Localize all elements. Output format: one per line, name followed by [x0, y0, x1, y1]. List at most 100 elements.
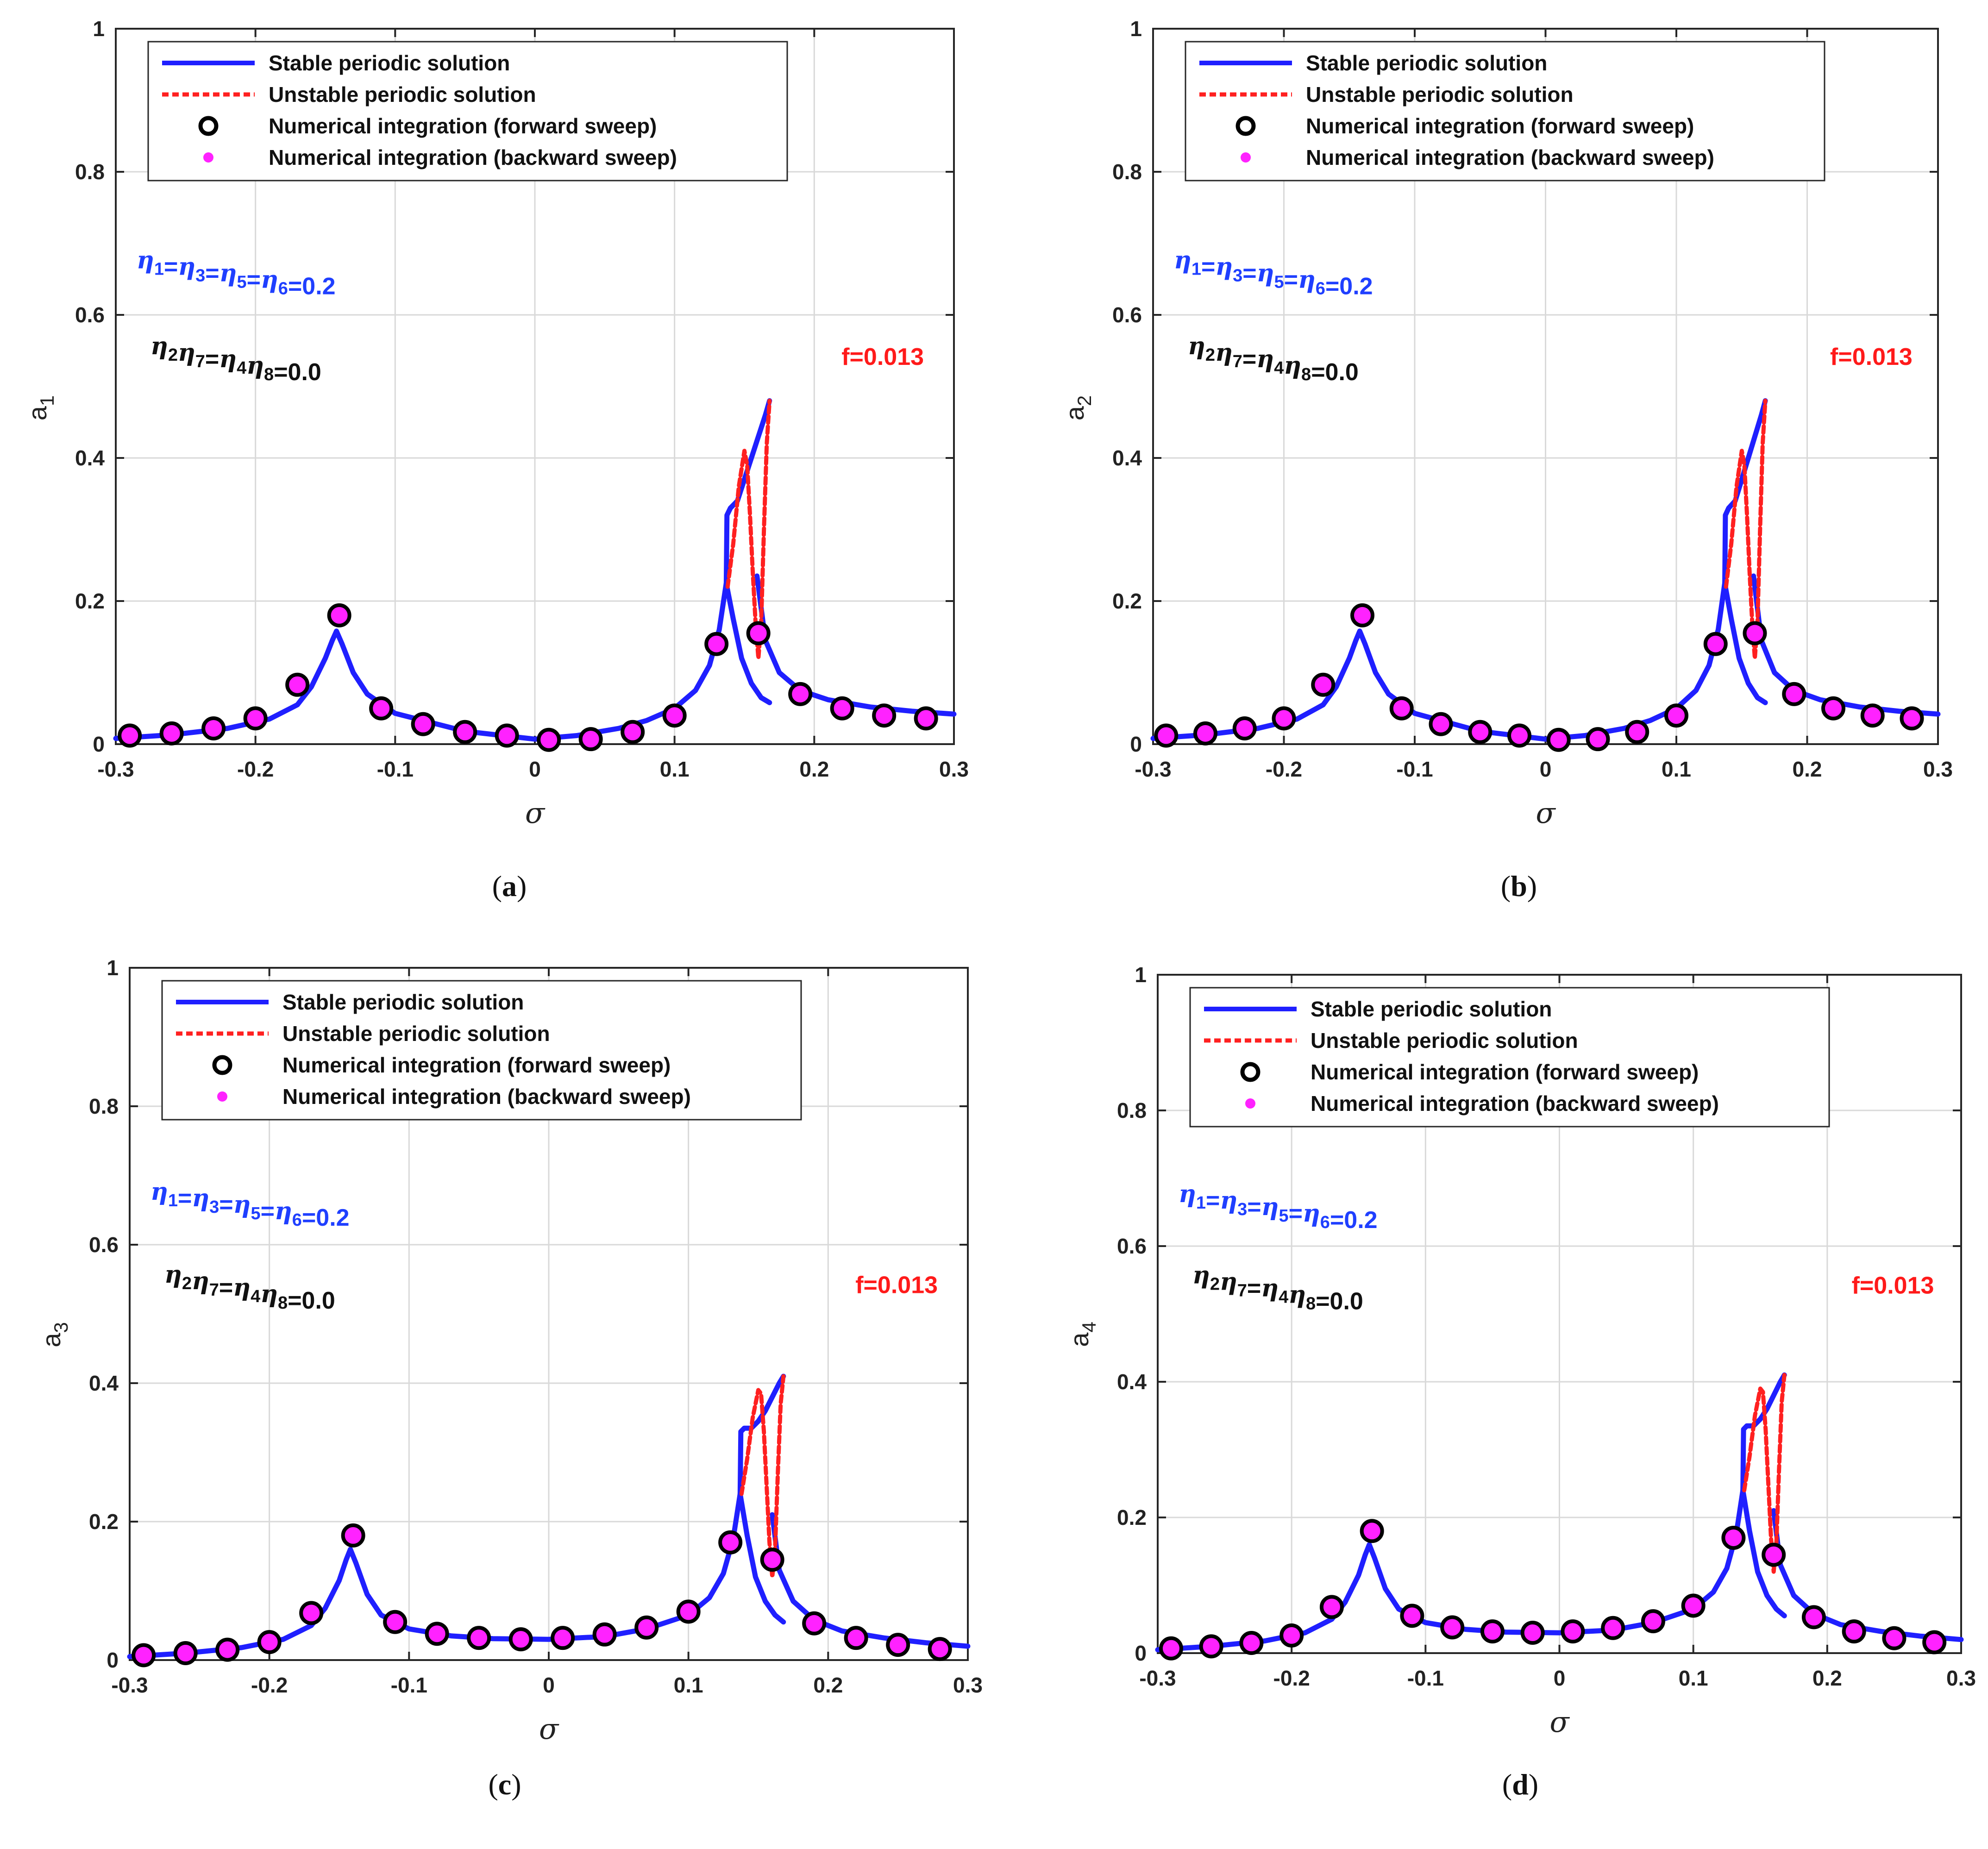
- numerical-integration-point: [1601, 1616, 1625, 1640]
- x-tick-label: -0.3: [1139, 1666, 1176, 1690]
- numerical-integration-point: [1520, 1621, 1545, 1645]
- x-axis-label: σ: [1549, 1705, 1570, 1739]
- x-tick-label: 0.3: [1946, 1666, 1976, 1690]
- numerical-integration-point: [872, 703, 897, 728]
- numerical-integration-point: [1440, 1615, 1465, 1640]
- x-tick-label: 0.2: [799, 757, 829, 781]
- x-tick-label: -0.3: [97, 757, 134, 781]
- numerical-integration-point: [495, 723, 519, 748]
- x-axis-label: σ: [525, 796, 546, 830]
- annotation-forcing: f=0.013: [855, 1272, 938, 1299]
- legend-backward-marker: [203, 152, 213, 163]
- annotation-eta-odd: η1=η3=η5=η6=0.2: [137, 246, 336, 300]
- x-tick-label: 0.3: [939, 757, 969, 781]
- numerical-integration-point: [1641, 1609, 1665, 1634]
- numerical-integration-point: [132, 1643, 156, 1667]
- legend-forward-marker: [212, 1055, 232, 1075]
- stable-solution-line: [1740, 1372, 1787, 1493]
- numerical-integration-point: [1480, 1619, 1505, 1644]
- panel-b: -0.3 -0.2 -0.1 0 0.1 0.2 0.3 0 0.2 0.4 0.6 0.8 1 σ a2 S…: [1060, 17, 1953, 903]
- x-tick-label: -0.3: [111, 1673, 148, 1697]
- numerical-integration-point: [159, 721, 184, 746]
- numerical-integration-point: [1546, 727, 1571, 752]
- annotation-eta-even: η2η7=η4η8=0.0: [151, 332, 321, 386]
- annotation-eta-odd: η1=η3=η5=η6=0.2: [151, 1178, 350, 1231]
- legend-label-forward: Numerical integration (forward sweep): [1311, 1060, 1699, 1084]
- numerical-integration-point: [467, 1626, 491, 1650]
- numerical-integration-point: [1199, 1634, 1223, 1659]
- numerical-integration-point: [1801, 1605, 1826, 1630]
- y-tick-label: 1: [93, 17, 105, 41]
- numerical-integration-point: [886, 1633, 910, 1657]
- numerical-integration-point: [1842, 1619, 1866, 1644]
- numerical-integration-point: [1586, 727, 1610, 752]
- legend-label-backward: Numerical integration (backward sweep): [269, 145, 677, 169]
- legend-label-unstable: Unstable periodic solution: [269, 82, 536, 107]
- numerical-integration-point: [285, 672, 310, 697]
- numerical-integration-point: [1507, 723, 1531, 748]
- legend-forward-marker: [1240, 1062, 1261, 1082]
- numerical-integration-point: [802, 1611, 827, 1636]
- annotation-eta-odd: η1=η3=η5=η6=0.2: [1174, 246, 1373, 300]
- unstable-solution-line: [1742, 1373, 1787, 1574]
- numerical-integration-point: [578, 727, 603, 752]
- y-axis-label: a1: [23, 395, 58, 421]
- x-tick-label: -0.2: [1273, 1666, 1310, 1690]
- legend-label-unstable: Unstable periodic solution: [1306, 82, 1574, 107]
- numerical-integration-point: [718, 1530, 743, 1554]
- legend-backward-marker: [1245, 1098, 1255, 1109]
- stable-solution-line: [1771, 1508, 1964, 1642]
- annotation-eta-even: η2η7=η4η8=0.0: [164, 1260, 335, 1314]
- stable-solution-line: [1751, 573, 1941, 717]
- y-tick-label: 0.6: [1112, 303, 1142, 327]
- x-tick-label: 0.3: [953, 1673, 983, 1697]
- numerical-integration-point: [621, 720, 645, 744]
- numerical-integration-point: [243, 706, 268, 731]
- numerical-integration-point: [1743, 621, 1767, 646]
- y-axis-label: a3: [37, 1322, 72, 1348]
- numerical-integration-point: [201, 716, 226, 741]
- numerical-integration-point: [425, 1622, 449, 1646]
- unstable-solution-line: [725, 398, 772, 661]
- numerical-integration-point: [1429, 712, 1453, 736]
- numerical-integration-point: [844, 1626, 868, 1650]
- y-tick-label: 0.2: [1117, 1505, 1147, 1529]
- y-tick-label: 0: [1130, 732, 1142, 756]
- y-tick-label: 0.8: [1112, 160, 1142, 184]
- numerical-integration-point: [1239, 1631, 1264, 1655]
- numerical-integration-point: [215, 1637, 240, 1662]
- legend-label-backward: Numerical integration (backward sweep): [1306, 145, 1714, 169]
- x-tick-label: -0.2: [1266, 757, 1302, 781]
- stable-solution-line: [1722, 398, 1768, 589]
- y-axis-label: a2: [1060, 395, 1095, 421]
- numerical-integration-point: [327, 603, 351, 627]
- numerical-integration-point: [1900, 706, 1924, 731]
- numerical-integration-point: [383, 1610, 408, 1634]
- x-tick-label: 0: [1540, 757, 1552, 781]
- numerical-integration-point: [1664, 703, 1688, 728]
- x-tick-label: -0.1: [1396, 757, 1433, 781]
- legend-label-unstable: Unstable periodic solution: [1311, 1028, 1578, 1053]
- legend-label-backward: Numerical integration (backward sweep): [282, 1084, 691, 1109]
- numerical-integration-point: [1860, 703, 1885, 728]
- numerical-integration-point: [634, 1615, 659, 1640]
- x-tick-label: 0: [1554, 1666, 1566, 1690]
- y-tick-label: 0.4: [89, 1371, 119, 1395]
- numerical-integration-point: [1625, 720, 1649, 744]
- x-tick-label: 0: [543, 1673, 555, 1697]
- numerical-integration-point: [537, 727, 561, 752]
- numerical-integration-point: [257, 1630, 282, 1655]
- y-tick-label: 0.8: [89, 1094, 119, 1118]
- numerical-integration-point: [1193, 721, 1217, 746]
- y-tick-label: 0: [93, 732, 105, 756]
- x-tick-label: 0.2: [1812, 1666, 1842, 1690]
- numerical-integration-point: [662, 703, 687, 728]
- legend-label-backward: Numerical integration (backward sweep): [1311, 1091, 1719, 1116]
- numerical-integration-point: [299, 1601, 324, 1625]
- numerical-integration-point: [1561, 1619, 1585, 1644]
- stable-solution-line: [754, 573, 957, 717]
- numerical-integration-point: [704, 632, 729, 656]
- x-tick-label: -0.3: [1135, 757, 1171, 781]
- numerical-integration-point: [1703, 632, 1728, 656]
- legend-label-stable: Stable periodic solution: [282, 990, 524, 1014]
